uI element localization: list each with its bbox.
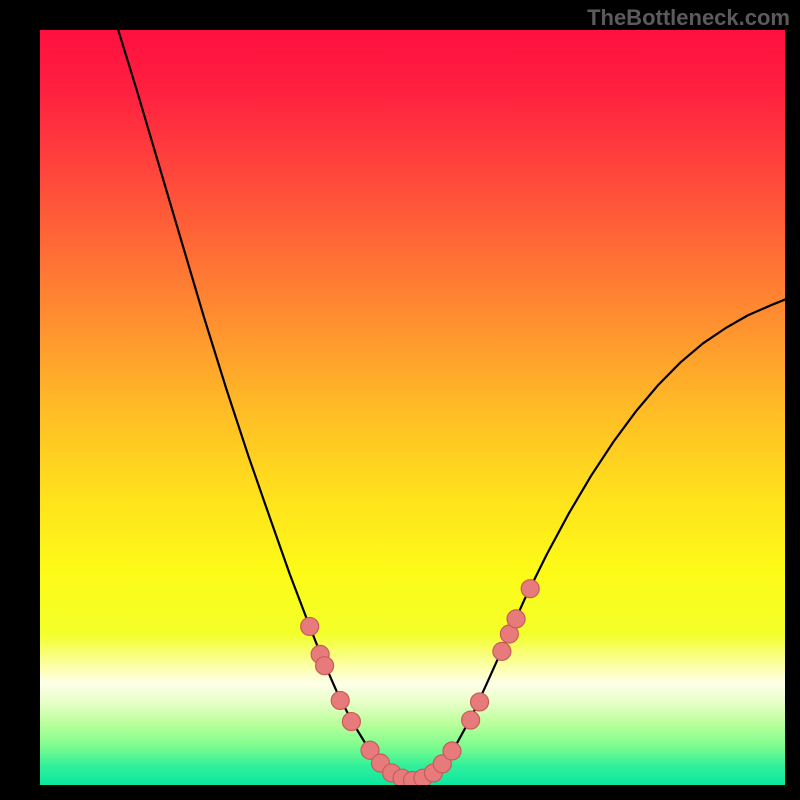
data-marker [462, 711, 480, 729]
data-marker [507, 610, 525, 628]
data-marker [471, 693, 489, 711]
data-marker [316, 657, 334, 675]
data-marker [493, 642, 511, 660]
data-marker [342, 713, 360, 731]
watermark-text: TheBottleneck.com [587, 5, 790, 31]
data-marker [301, 617, 319, 635]
bottleneck-chart [40, 30, 785, 785]
data-marker [331, 691, 349, 709]
data-marker [443, 742, 461, 760]
data-marker [521, 580, 539, 598]
